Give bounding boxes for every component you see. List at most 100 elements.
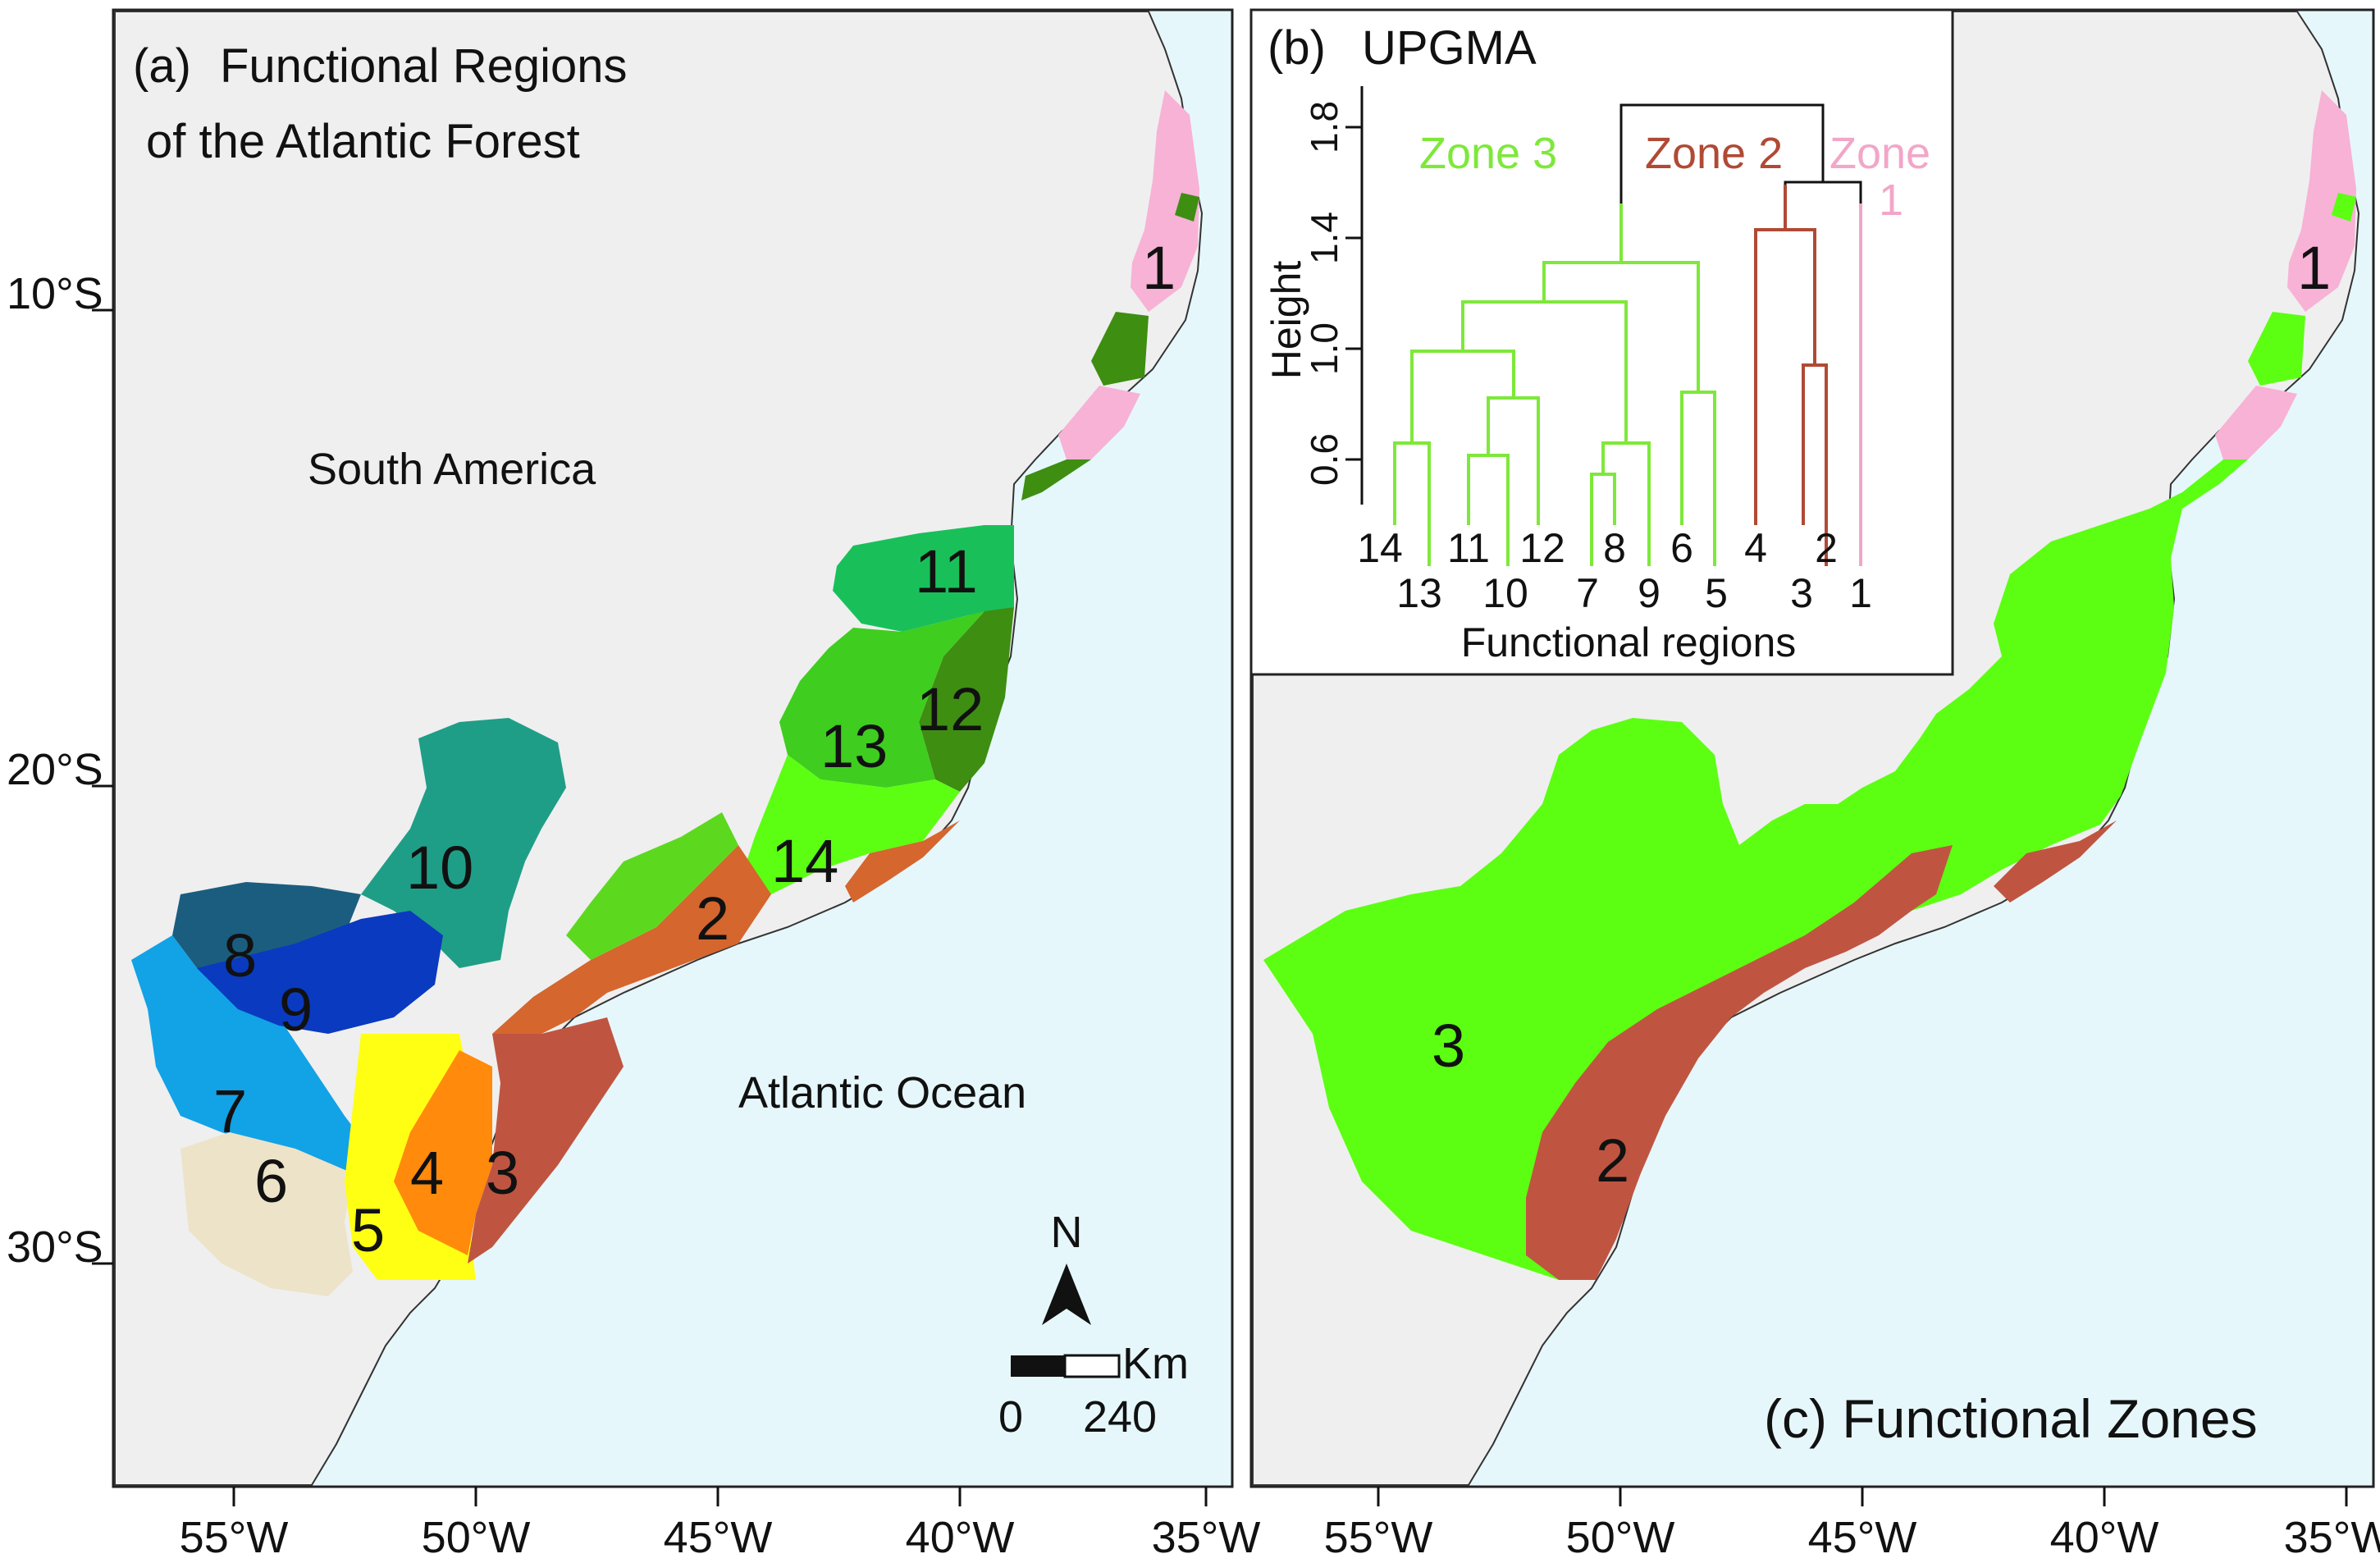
panel-a-title-line1: Functional Regions [220,39,628,93]
zone-2-area [1526,820,2117,1280]
region-12-area [919,607,1014,792]
dendro-zone3-label: Zone 3 [1419,129,1557,178]
region-label-1: 1 [1142,234,1176,302]
lat-label-10s: 10°S [7,269,103,318]
lon-a-label-40w: 40°W [906,1513,1015,1559]
dendro-tick-label-0.6: 0.6 [1303,433,1345,486]
region-1-area [1131,90,1199,312]
scale-bar-end: 240 [1083,1392,1157,1442]
region-2-east-area [845,820,960,903]
zone-3-branches [1393,203,1716,566]
scale-bar: Km 0 240 [998,1339,1189,1442]
panel-a-map: 10°S 20°S 30°S 55°W 50°W 45°W 40°W 35°W … [7,8,1261,1562]
branch-root [1619,103,1825,203]
region-label-5: 5 [351,1196,385,1264]
panel-a-title-line2: of the Atlantic Forest [146,115,580,168]
region-6-area [180,1132,353,1296]
lon-c-label-45w: 45°W [1808,1513,1917,1559]
panel-b-dendrogram: (b) UPGMA 0.6 1.0 1.4 1.8 Height [1249,8,1954,676]
zone-3-area [1263,193,2356,1280]
region-label-13: 13 [820,712,888,780]
north-arrow-label: N [1051,1208,1083,1257]
root-branches [1619,103,1862,203]
dendro-x-label: Functional regions [1461,619,1797,665]
region-label-2: 2 [696,884,729,953]
panel-b-box [1249,8,1954,676]
region-12-mid-patch [1091,312,1149,386]
region-1-south-area [1058,386,1140,459]
scale-bar-start: 0 [998,1392,1023,1442]
leaf-label-13: 13 [1396,570,1442,616]
zone-label-1: 1 [2297,234,2331,302]
region-13-area [779,611,984,788]
leaf-label-6: 6 [1670,525,1693,571]
lon-a-label-55w: 55°W [180,1513,289,1559]
zone-2-branches [1754,185,1828,566]
region-10-area [361,718,566,968]
zone3-coastal-strip [566,812,738,960]
scale-bar-dark-segment [1011,1355,1065,1377]
region-12-south-patch [1021,459,1091,500]
region-label-3: 3 [486,1139,519,1207]
panel-a-latitude-axis: 10°S 20°S 30°S [7,269,113,1272]
lon-c-label-55w: 55°W [1324,1513,1433,1559]
dendro-tick-label-1.8: 1.8 [1303,101,1345,153]
region-4-area [394,1050,492,1255]
lon-a-label-45w: 45°W [664,1513,773,1559]
continent-label: South America [308,445,596,494]
lat-label-20s: 20°S [7,745,103,794]
leaf-label-11: 11 [1447,525,1490,571]
panel-a-letter: (a) [133,39,191,93]
leaf-label-2: 2 [1815,525,1838,571]
ocean-label: Atlantic Ocean [738,1068,1026,1117]
lon-a-label-50w: 50°W [422,1513,531,1559]
zone-label-3: 3 [1432,1012,1465,1080]
lon-a-label-35w: 35°W [1152,1513,1261,1559]
region-3-area [468,1017,624,1264]
region-7-area [131,935,369,1181]
dendro-tick-label-1.0: 1.0 [1303,322,1345,375]
scale-bar-unit: Km [1122,1339,1189,1388]
north-arrow: N [1042,1208,1091,1325]
dendro-tick-label-1.4: 1.4 [1303,212,1345,264]
leaf-label-1: 1 [1849,570,1872,616]
region-label-9: 9 [279,976,313,1044]
dendro-y-label: Height [1263,261,1309,380]
zone-1-area [2287,90,2356,312]
panel-b-title: UPGMA [1362,21,1537,75]
region-8-area [172,882,361,985]
lon-c-label-35w: 35°W [2284,1513,2380,1559]
dendro-zone1-label-line1: Zone [1830,129,1930,178]
leaf-label-10: 10 [1482,570,1528,616]
dendro-zone2-label: Zone 2 [1645,129,1783,178]
region-label-12: 12 [916,675,984,743]
lon-c-label-50w: 50°W [1566,1513,1675,1559]
leaf-label-14: 14 [1357,525,1403,571]
dendro-zone1-label-line2: 1 [1879,176,1903,225]
region-label-4: 4 [410,1139,444,1207]
lat-label-30s: 30°S [7,1223,103,1272]
region-label-8: 8 [223,921,257,989]
region-label-6: 6 [254,1147,288,1215]
leaf-label-3: 3 [1790,570,1813,616]
leaf-label-7: 7 [1576,570,1599,616]
panel-c-title: (c) Functional Zones [1764,1388,2258,1449]
region-14-area [738,755,960,894]
leaf-label-5: 5 [1705,570,1728,616]
lon-c-label-40w: 40°W [2050,1513,2159,1559]
region-2-area [492,845,771,1042]
panel-b-letter: (b) [1268,21,1326,75]
scale-bar-light-segment [1063,1354,1121,1378]
leaf-label-9: 9 [1638,570,1661,616]
region-12-north-patch [1175,193,1199,222]
region-label-11: 11 [915,537,978,606]
zone-label-2: 2 [1596,1127,1629,1195]
panel-a-longitude-axis: 55°W 50°W 45°W 40°W 35°W [180,1487,1261,1562]
leaf-label-12: 12 [1519,525,1565,571]
north-arrow-icon [1042,1264,1091,1325]
leaf-label-4: 4 [1744,525,1767,571]
panel-c-longitude-axis: 55°W 50°W 45°W 40°W 35°W [1324,1487,2380,1562]
region-label-7: 7 [213,1077,247,1145]
